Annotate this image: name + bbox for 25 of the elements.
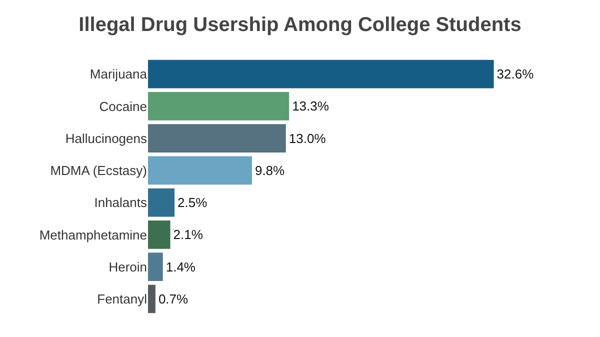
bar <box>148 60 494 88</box>
data-label: 1.4% <box>166 259 196 274</box>
y-tick-label: Hallucinogens <box>65 130 148 146</box>
bar <box>148 188 175 217</box>
bar <box>148 252 163 281</box>
data-label: 13.0% <box>288 130 326 146</box>
y-tick-label: MDMA (Ecstasy) <box>50 162 147 178</box>
data-label: 32.6% <box>496 66 534 82</box>
data-label: 0.7% <box>158 291 188 306</box>
y-tick-label: Fentanyl <box>97 291 148 306</box>
bar <box>148 284 156 314</box>
y-tick-label: Methamphetamine <box>39 227 147 242</box>
bar <box>148 124 286 152</box>
y-tick-label: Cocaine <box>99 98 147 114</box>
data-label: 2.5% <box>178 195 208 210</box>
bar <box>148 220 170 249</box>
chart-title: Illegal Drug Usership Among College Students <box>78 14 522 36</box>
y-tick-label: Inhalants <box>94 195 148 210</box>
data-label: 2.1% <box>173 227 204 242</box>
data-label: 9.8% <box>254 162 286 178</box>
y-tick-label: Heroin <box>108 259 147 274</box>
bar <box>148 92 290 120</box>
bar <box>148 156 252 185</box>
y-tick-label: Marijuana <box>90 66 148 82</box>
data-label: 13.3% <box>292 98 330 114</box>
